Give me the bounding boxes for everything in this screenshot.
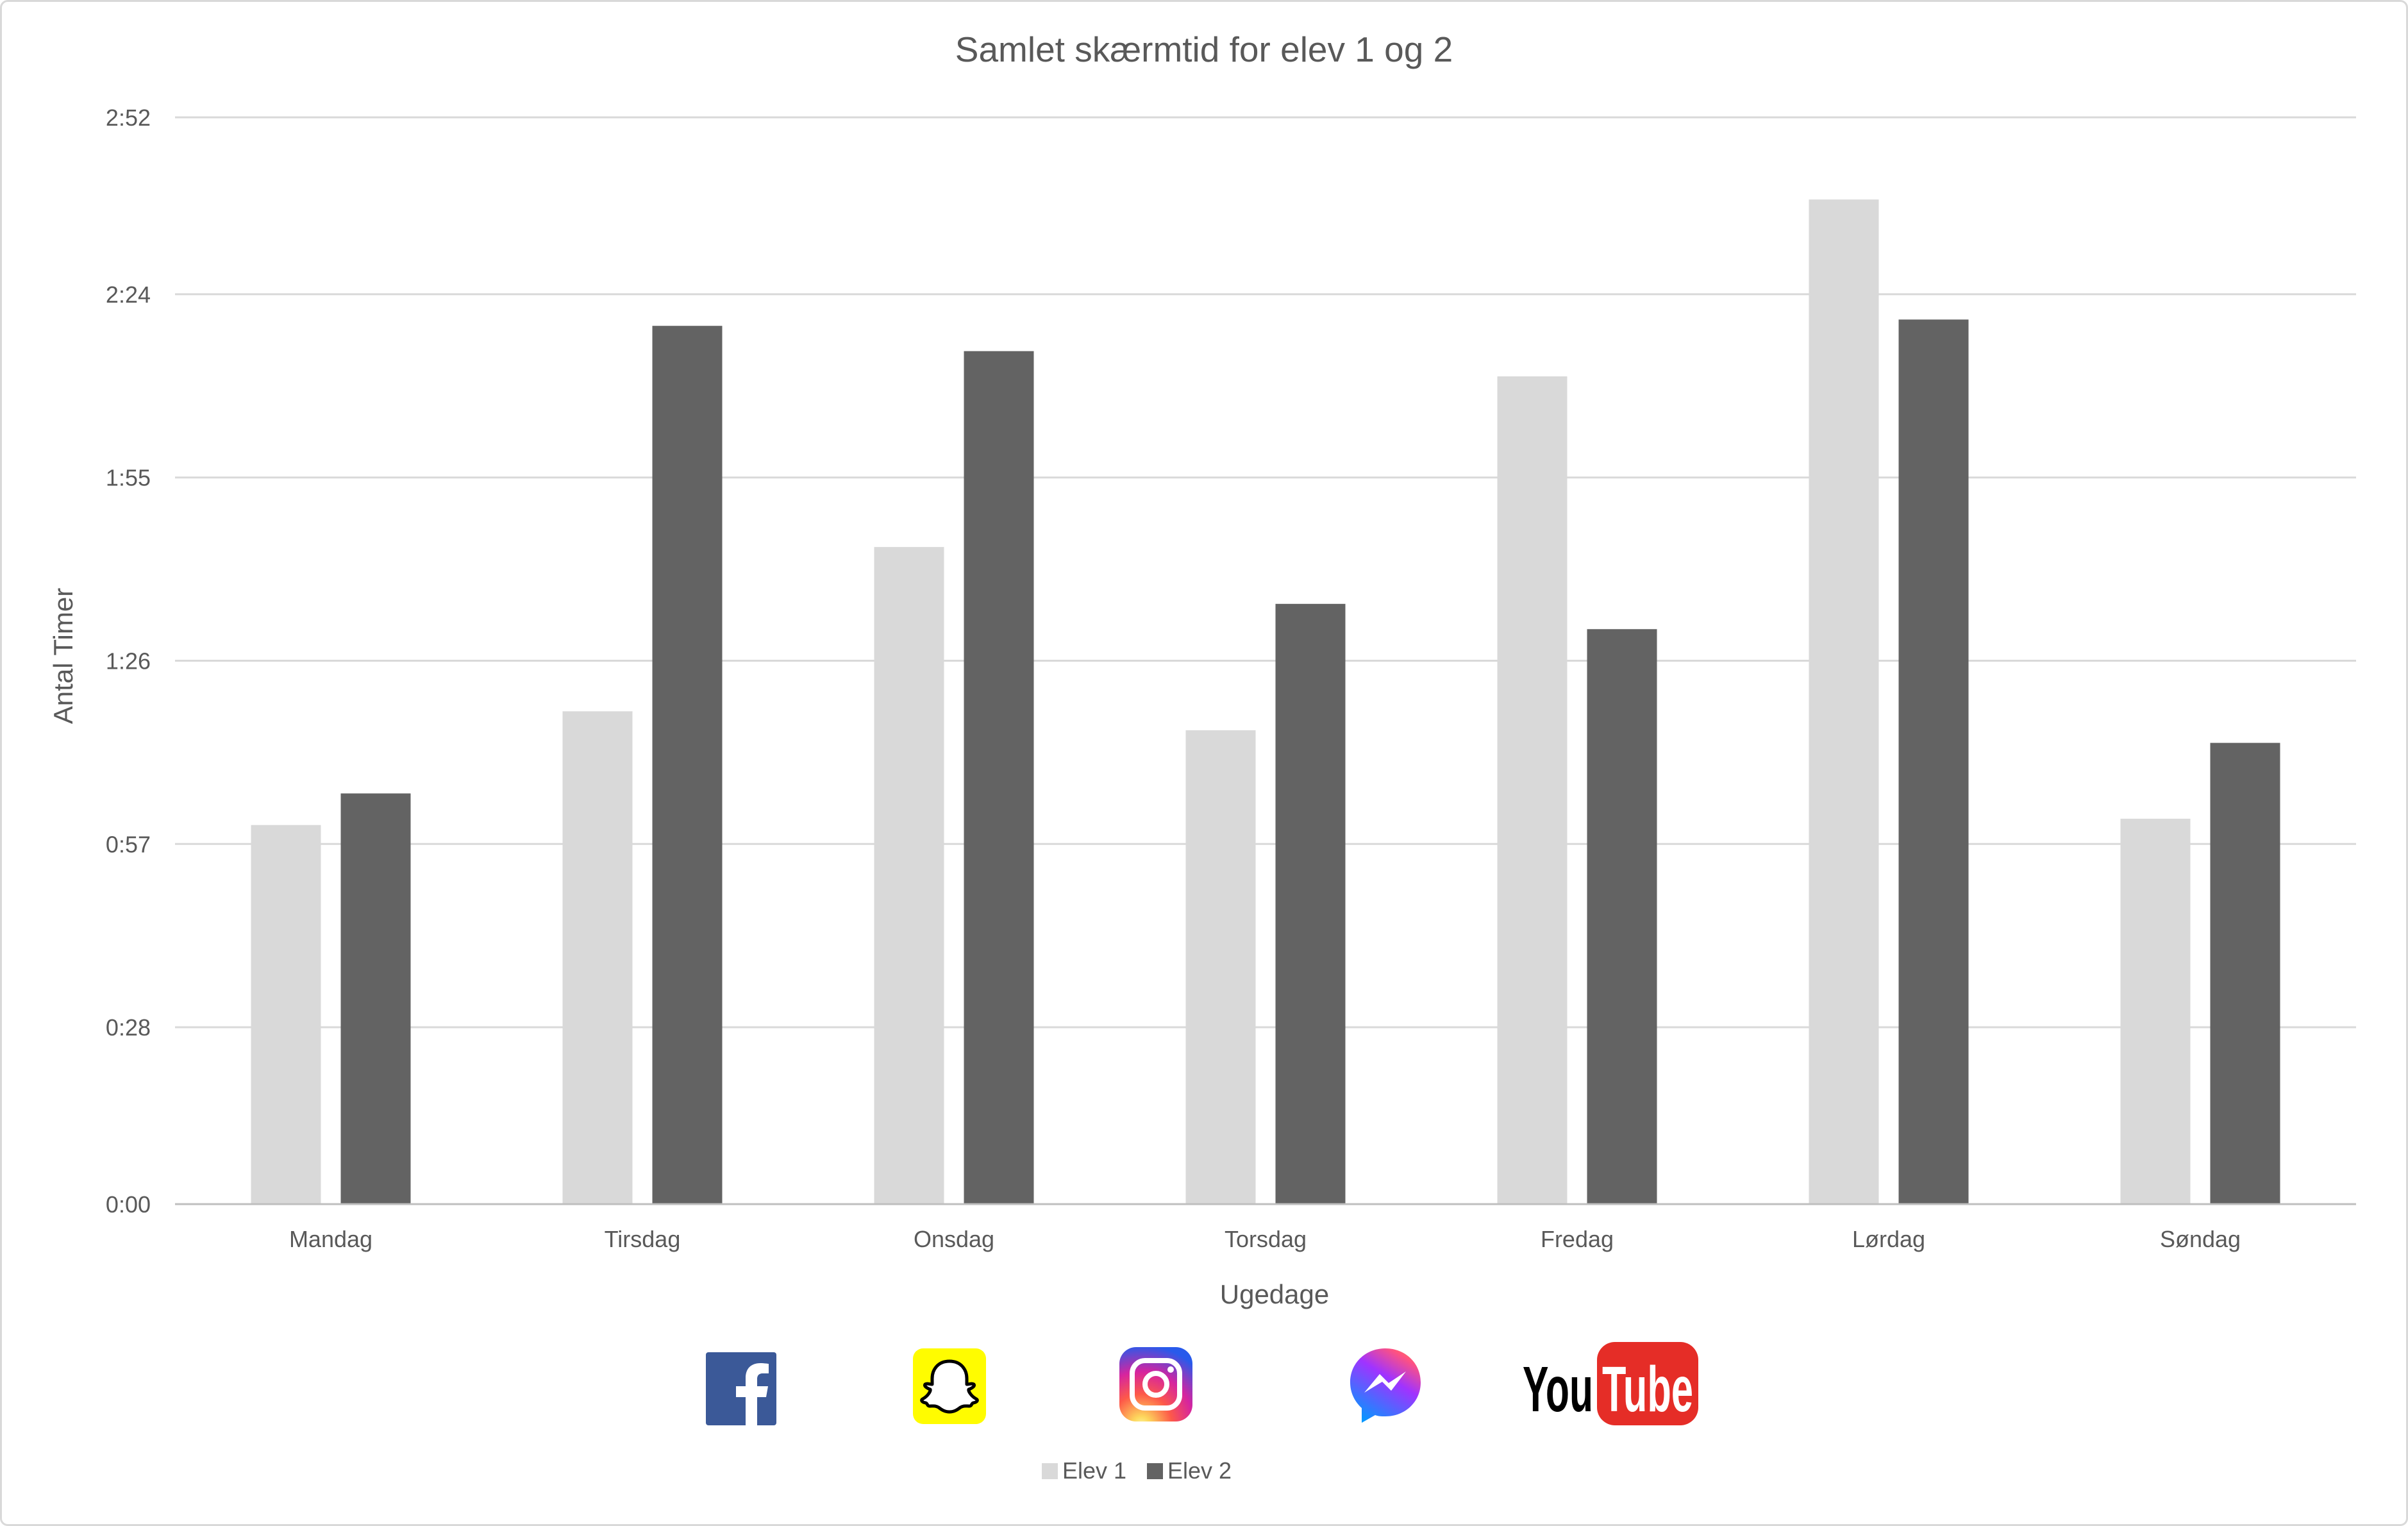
gridlines [175, 116, 2356, 1028]
x-axis-title: Ugedage [1220, 1279, 1329, 1309]
chart-title: Samlet skærmtid for elev 1 og 2 [955, 29, 1453, 69]
x-tick-label: Søndag [2160, 1226, 2241, 1252]
legend-swatch [1042, 1463, 1058, 1479]
y-axis-ticks: 0:00 0:28 0:57 1:26 1:55 2:24 2:52 [106, 105, 151, 1218]
y-tick-label: 0:28 [106, 1014, 151, 1041]
y-axis-title: Antal Timer [48, 588, 78, 724]
bar-elev-2-fredag [1587, 629, 1657, 1204]
facebook-icon [706, 1352, 776, 1425]
bar-elev-1-mandag [251, 825, 321, 1204]
x-tick-label: Torsdag [1225, 1226, 1307, 1252]
y-tick-label: 0:00 [106, 1191, 151, 1218]
bar-elev-1-fredag [1497, 376, 1568, 1204]
instagram-icon [1119, 1347, 1192, 1421]
bars [251, 199, 2280, 1205]
youtube-you-text: You [1523, 1354, 1593, 1425]
bar-elev-1-søndag [2120, 818, 2191, 1204]
bar-elev-2-lørdag [1898, 319, 1969, 1204]
legend-swatch [1147, 1463, 1163, 1479]
bar-elev-1-onsdag [874, 547, 944, 1205]
y-tick-label: 1:26 [106, 648, 151, 675]
y-tick-label: 0:57 [106, 831, 151, 857]
legend-label: Elev 1 [1062, 1457, 1126, 1484]
bar-elev-1-tirsdag [562, 711, 633, 1204]
messenger-icon [1350, 1348, 1421, 1423]
snapchat-icon [913, 1348, 986, 1424]
x-tick-label: Fredag [1541, 1226, 1614, 1252]
youtube-icon: You Tube [1523, 1342, 1698, 1425]
bar-elev-2-mandag [340, 793, 411, 1204]
bar-elev-2-søndag [2210, 742, 2280, 1204]
bar-elev-2-onsdag [964, 351, 1034, 1204]
y-tick-label: 2:52 [106, 105, 151, 131]
x-axis-ticks: Mandag Tirsdag Onsdag Torsdag Fredag Lørdag Sø… [289, 1226, 2241, 1252]
youtube-tube-text: Tube [1602, 1354, 1693, 1425]
legend-label: Elev 2 [1167, 1457, 1232, 1484]
bar-elev-2-tirsdag [652, 326, 723, 1204]
x-tick-label: Tirsdag [605, 1226, 681, 1252]
x-tick-label: Onsdag [914, 1226, 994, 1252]
y-tick-label: 2:24 [106, 281, 151, 308]
y-tick-label: 1:55 [106, 465, 151, 491]
bar-elev-1-lørdag [1809, 199, 1879, 1204]
x-tick-label: Mandag [289, 1226, 372, 1252]
bar-elev-2-torsdag [1275, 603, 1346, 1204]
x-tick-label: Lørdag [1852, 1226, 1925, 1252]
bar-elev-1-torsdag [1185, 730, 1256, 1204]
legend: Elev 1 Elev 2 [1042, 1457, 1232, 1484]
